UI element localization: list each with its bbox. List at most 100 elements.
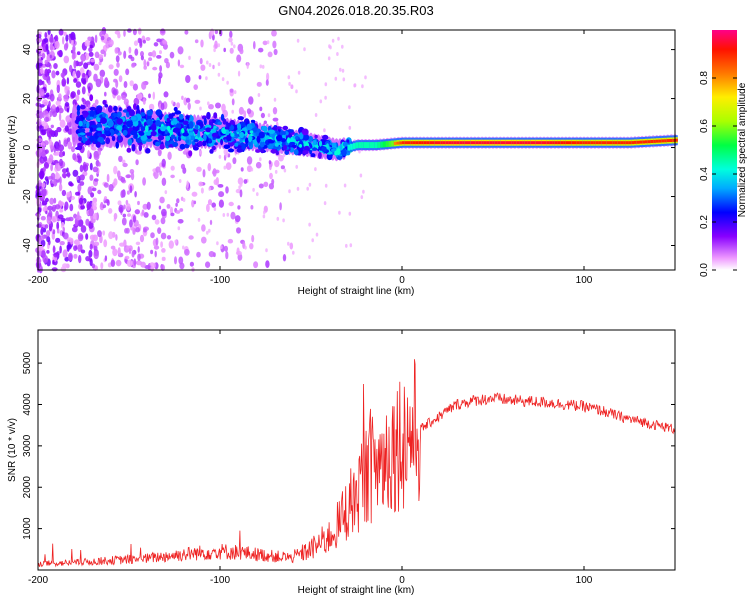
- noise-speckle: [353, 83, 357, 88]
- carrier-core: [533, 141, 536, 145]
- spectral-blob: [205, 127, 211, 133]
- noise-speckle: [115, 234, 118, 241]
- spectral-blob: [122, 129, 128, 136]
- noise-speckle: [314, 167, 317, 172]
- noise-speckle: [157, 149, 162, 157]
- noise-speckle: [85, 233, 89, 240]
- noise-speckle: [57, 214, 64, 219]
- noise-speckle: [167, 151, 172, 160]
- noise-speckle: [278, 154, 284, 162]
- carrier-core: [552, 141, 555, 145]
- noise-speckle: [137, 246, 140, 253]
- noise-speckle: [93, 178, 99, 182]
- noise-speckle: [120, 176, 126, 183]
- noise-speckle: [84, 40, 91, 47]
- noise-speckle: [166, 204, 171, 209]
- noise-speckle: [125, 174, 131, 179]
- noise-speckle: [280, 165, 285, 170]
- noise-speckle: [157, 227, 162, 235]
- y-tick-label: 5000: [22, 352, 33, 375]
- x-tick-label: 100: [576, 275, 593, 286]
- noise-speckle: [93, 212, 98, 221]
- noise-speckle: [89, 44, 94, 49]
- noise-speckle: [51, 70, 56, 79]
- spectral-blob: [105, 137, 111, 145]
- noise-speckle: [120, 190, 124, 199]
- spectral-blob: [133, 103, 137, 110]
- noise-speckle: [225, 186, 229, 194]
- noise-speckle: [137, 253, 141, 261]
- spectral-blob: [185, 136, 189, 140]
- noise-speckle: [161, 158, 166, 167]
- noise-speckle: [348, 125, 352, 130]
- noise-speckle: [193, 84, 198, 90]
- noise-speckle: [104, 91, 107, 97]
- carrier-core: [598, 141, 602, 145]
- noise-speckle: [193, 200, 197, 205]
- spectral-blob: [261, 125, 268, 132]
- noise-speckle: [170, 212, 175, 217]
- spectral-blob: [240, 121, 246, 127]
- spectral-blob: [319, 140, 322, 147]
- spectral-blob: [165, 135, 171, 141]
- carrier-core: [437, 141, 441, 145]
- spectral-blob: [267, 140, 275, 144]
- noise-speckle: [130, 172, 135, 181]
- spectral-blob: [248, 135, 253, 143]
- y-tick-label: -40: [22, 238, 33, 253]
- noise-speckle: [41, 250, 45, 257]
- spectral-blob: [81, 110, 89, 115]
- carrier-core: [604, 141, 607, 145]
- noise-speckle: [113, 212, 118, 220]
- carrier-core: [587, 141, 591, 145]
- noise-speckle: [51, 104, 56, 109]
- noise-speckle: [39, 124, 44, 133]
- noise-speckle: [266, 40, 270, 45]
- carrier-mid: [358, 142, 362, 149]
- noise-speckle: [257, 93, 261, 97]
- noise-speckle: [169, 51, 175, 59]
- spectral-blob: [78, 128, 86, 133]
- noise-speckle: [88, 47, 93, 53]
- noise-speckle: [237, 205, 241, 210]
- noise-speckle: [315, 232, 319, 237]
- noise-speckle: [88, 70, 92, 77]
- noise-speckle: [79, 164, 84, 173]
- noise-speckle: [65, 115, 72, 123]
- spectral-blob: [289, 141, 296, 146]
- carrier-core: [415, 141, 419, 145]
- noise-speckle: [288, 189, 291, 194]
- carrier-core: [617, 141, 621, 145]
- noise-speckle: [123, 50, 127, 59]
- noise-speckle: [36, 33, 42, 39]
- noise-speckle: [75, 81, 82, 88]
- noise-speckle: [50, 163, 53, 172]
- spectral-blob: [275, 151, 279, 156]
- spectral-blob: [267, 145, 274, 150]
- spectral-blob: [83, 119, 87, 125]
- carrier-core: [418, 141, 422, 145]
- carrier-core: [464, 141, 468, 145]
- spectral-blob: [189, 134, 195, 141]
- noise-speckle: [42, 188, 47, 197]
- noise-speckle: [46, 216, 52, 225]
- noise-speckle: [124, 228, 128, 234]
- carrier-core: [483, 141, 487, 145]
- noise-speckle: [311, 238, 315, 243]
- noise-speckle: [161, 177, 167, 186]
- noise-speckle: [222, 213, 226, 217]
- spectrogram-y-label: Frequency (Hz): [7, 116, 18, 185]
- noise-speckle: [250, 205, 254, 210]
- noise-speckle: [208, 251, 215, 258]
- noise-speckle: [54, 40, 60, 50]
- carrier-core: [571, 141, 575, 145]
- noise-speckle: [143, 59, 147, 68]
- noise-speckle: [263, 120, 267, 125]
- chart-title: GN04.2026.018.20.35.R03: [278, 3, 433, 18]
- carrier-core: [576, 141, 580, 145]
- spectral-blob: [308, 135, 313, 143]
- noise-speckle: [122, 213, 127, 218]
- noise-speckle: [223, 165, 227, 170]
- noise-speckle: [70, 31, 76, 41]
- noise-speckle: [47, 205, 53, 211]
